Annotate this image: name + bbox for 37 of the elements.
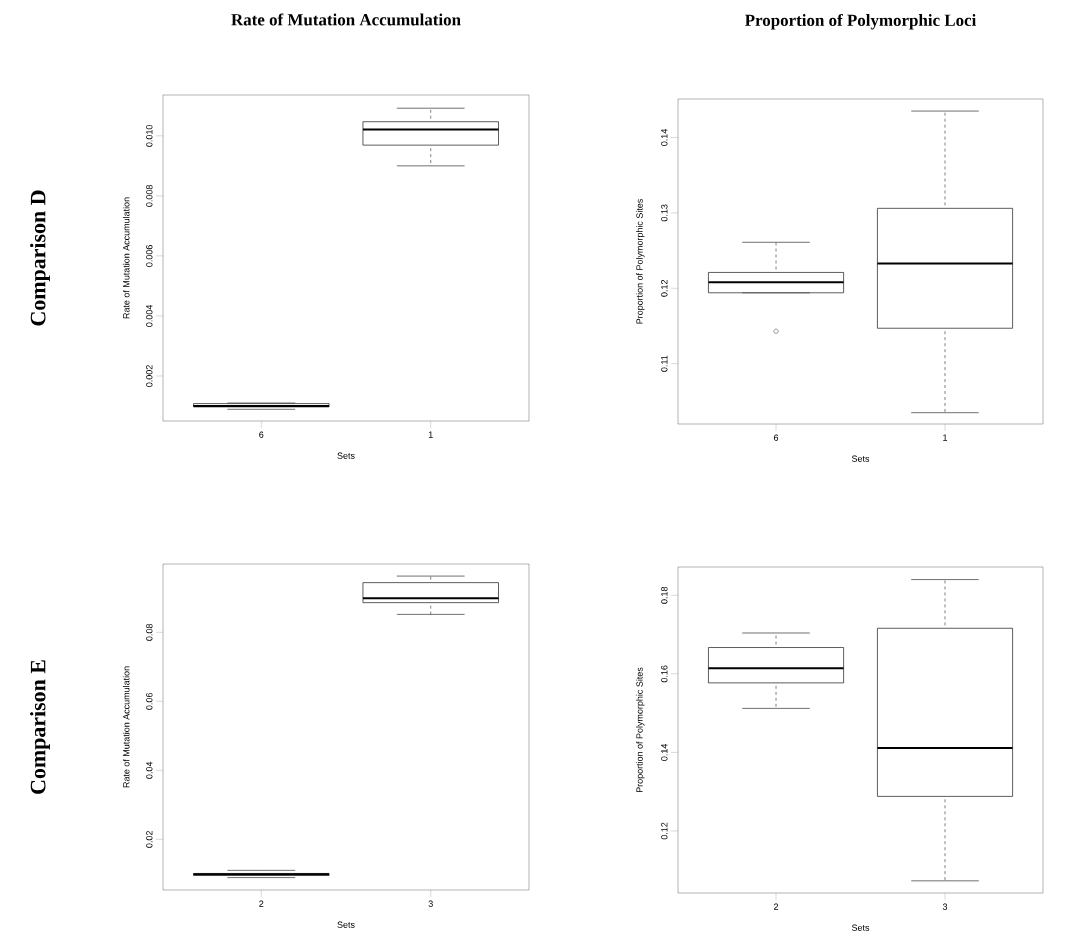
- y-tick-label: 0.18: [661, 586, 668, 604]
- y-tick-label: 0.12: [661, 822, 668, 840]
- y-tick-label: 0.006: [146, 245, 153, 267]
- y-tick-label: 0.08: [146, 623, 153, 641]
- y-tick-label: 0.002: [146, 365, 153, 387]
- y-tick-label: 0.11: [661, 355, 668, 372]
- y-tick-label: 0.12: [661, 280, 668, 297]
- y-axis-title: Proportion of Polymorphic Sites: [636, 667, 645, 793]
- chart-title: Proportion of Polymorphic Loci: [745, 13, 977, 30]
- x-tick-label: 1: [428, 431, 433, 438]
- y-tick-label: 0.02: [146, 831, 153, 848]
- y-axis-title: Proportion of Polymorphic Sites: [636, 199, 645, 324]
- y-axis-title: Rate of Mutation Accumulation: [122, 197, 130, 319]
- text: Comparison E: [30, 660, 50, 794]
- x-tick-label: 3: [942, 903, 948, 910]
- x-tick-label: 1: [943, 434, 948, 441]
- y-tick-label: 0.14: [661, 743, 668, 761]
- x-tick-label: 3: [428, 900, 433, 907]
- x-axis-title: Sets: [337, 452, 355, 459]
- y-tick-label: 0.16: [661, 665, 668, 683]
- y-tick-label: 0.06: [146, 692, 153, 710]
- y-tick-label: 0.008: [146, 185, 153, 207]
- y-tick-label: 0.010: [146, 124, 153, 147]
- y-axis-title: Rate of Mutation Accumulation: [122, 666, 130, 788]
- y-tick-label: 0.13: [661, 204, 668, 222]
- text: Comparison D: [30, 190, 50, 326]
- x-tick-label: 2: [773, 903, 779, 910]
- x-axis-title: Sets: [851, 455, 870, 462]
- x-tick-label: 6: [259, 431, 264, 438]
- x-axis-title: Sets: [337, 921, 355, 928]
- x-tick-label: 6: [773, 434, 779, 441]
- y-tick-label: 0.004: [146, 304, 153, 327]
- x-tick-label: 2: [259, 900, 264, 907]
- y-tick-label: 0.04: [146, 761, 153, 779]
- chart-title: Rate of Mutation Accumulation: [231, 13, 461, 26]
- x-axis-title: Sets: [851, 924, 870, 931]
- y-tick-label: 0.14: [661, 129, 668, 146]
